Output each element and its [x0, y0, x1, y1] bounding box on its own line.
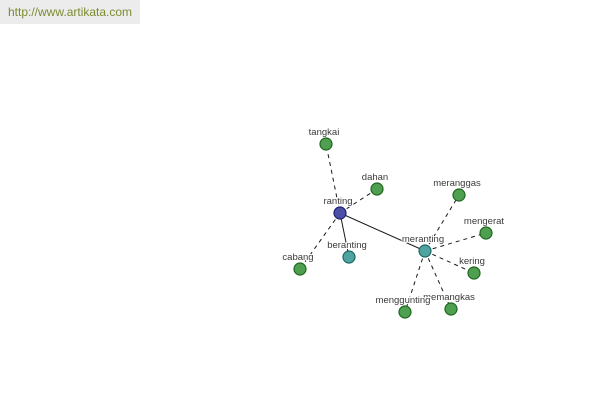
- dahan-node-label: dahan: [362, 172, 388, 183]
- mengerat-node-circle[interactable]: [479, 226, 493, 240]
- edge-meranting-kering: [424, 250, 475, 274]
- graph-node-mengerat[interactable]: mengerat: [463, 215, 505, 240]
- edge-meranting-menggunting: [404, 250, 426, 313]
- meranting-node-circle[interactable]: [418, 244, 432, 258]
- edge-ranting-meranting: [339, 212, 426, 252]
- dahan-node-circle[interactable]: [370, 182, 384, 196]
- beranting-node-label: beranting: [327, 240, 367, 251]
- cabang-node-label: cabang: [282, 252, 313, 263]
- graph-node-beranting[interactable]: beranting: [326, 239, 368, 264]
- graph-node-meranggas[interactable]: meranggas: [432, 177, 482, 202]
- tangkai-node-circle[interactable]: [319, 137, 333, 151]
- site-url-watermark: http://www.artikata.com: [0, 0, 140, 24]
- cabang-node-circle[interactable]: [293, 262, 307, 276]
- menggunting-node-circle[interactable]: [398, 305, 412, 319]
- ranting-node-label: ranting: [323, 196, 352, 207]
- mengerat-node-label: mengerat: [464, 216, 504, 227]
- menggunting-node-label: menggunting: [376, 295, 431, 306]
- ranting-node-circle[interactable]: [333, 206, 347, 220]
- edge-meranting-meranggas: [424, 194, 460, 252]
- meranggas-node-circle[interactable]: [452, 188, 466, 202]
- graph-node-meranting[interactable]: meranting: [401, 233, 445, 258]
- graph-node-ranting[interactable]: ranting: [322, 195, 354, 220]
- edge-ranting-cabang: [299, 212, 341, 270]
- edge-ranting-beranting: [339, 212, 350, 258]
- beranting-node-circle[interactable]: [342, 250, 356, 264]
- edge-meranting-memangkas: [424, 250, 452, 310]
- kering-node-circle[interactable]: [467, 266, 481, 280]
- graph-node-cabang[interactable]: cabang: [281, 251, 315, 276]
- graph-node-memangkas[interactable]: memangkas: [422, 291, 476, 316]
- memangkas-node-label: memangkas: [423, 292, 475, 303]
- kering-node-label: kering: [459, 256, 485, 267]
- tangkai-node-label: tangkai: [309, 127, 340, 138]
- graph-node-menggunting[interactable]: menggunting: [375, 294, 431, 319]
- edge-meranting-mengerat: [424, 232, 487, 252]
- graph-node-dahan[interactable]: dahan: [361, 171, 389, 196]
- memangkas-node-circle[interactable]: [444, 302, 458, 316]
- edge-ranting-tangkai: [325, 143, 341, 214]
- graph-node-kering[interactable]: kering: [458, 255, 486, 280]
- meranggas-node-label: meranggas: [433, 178, 481, 189]
- graph-node-tangkai[interactable]: tangkai: [308, 126, 340, 151]
- meranting-node-label: meranting: [402, 234, 444, 245]
